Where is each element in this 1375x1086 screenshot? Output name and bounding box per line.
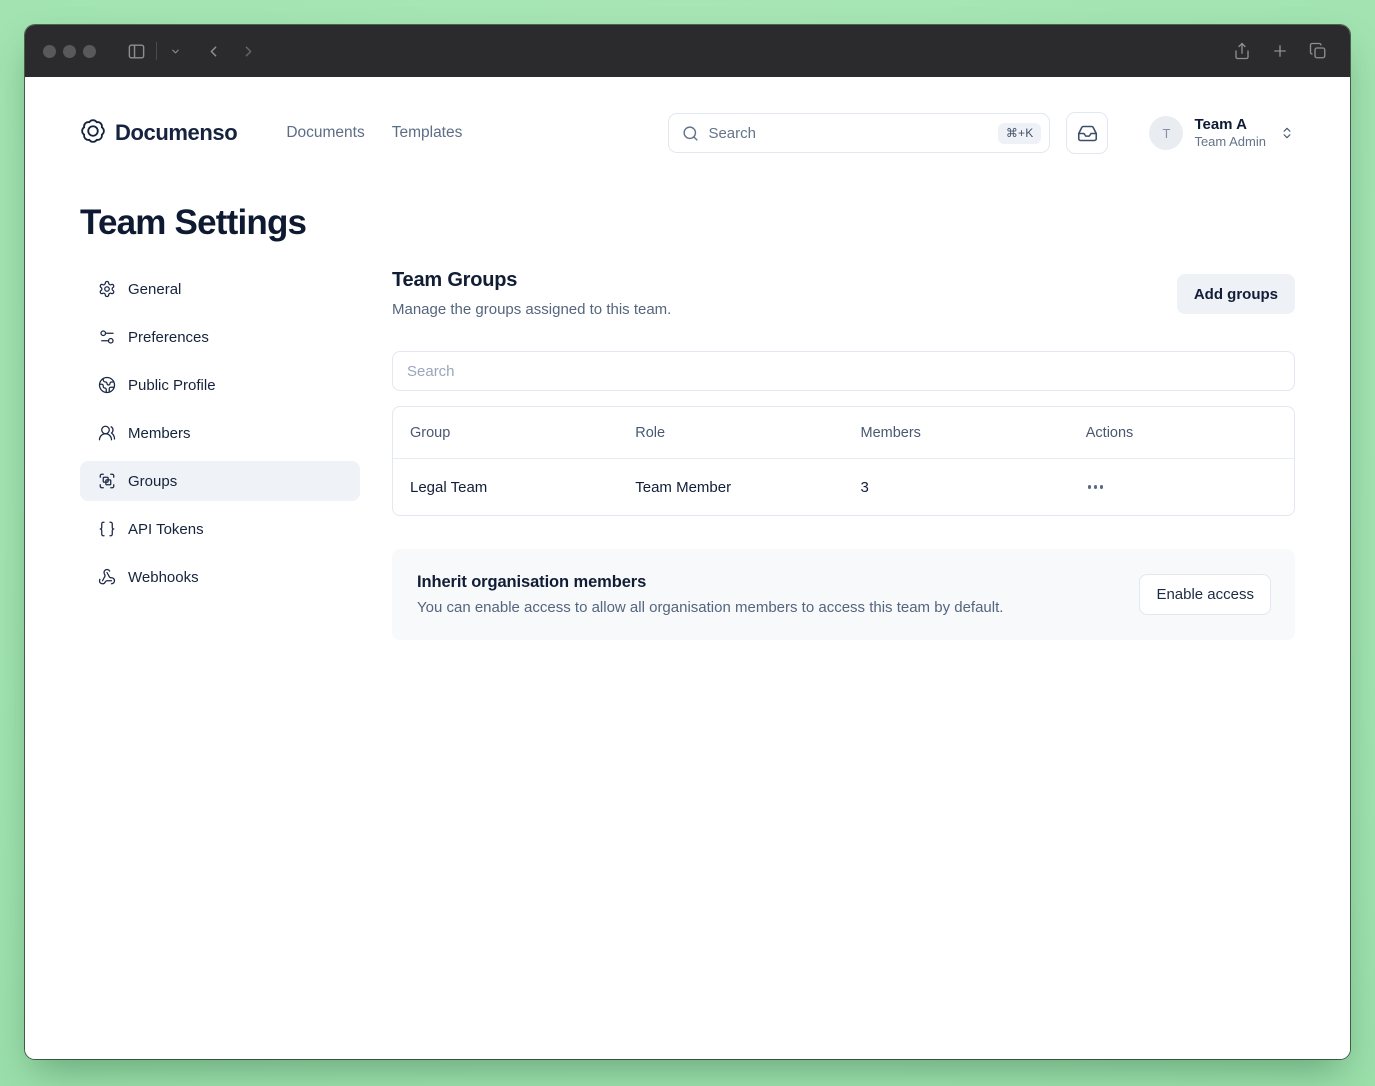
search-shortcut-badge: ⌘+K <box>997 122 1042 144</box>
sidebar-item-label: Preferences <box>128 328 209 346</box>
chevron-down-icon <box>170 46 181 57</box>
sidebar-item-preferences[interactable]: Preferences <box>80 317 360 357</box>
primary-nav: Documents Templates <box>286 124 462 142</box>
groups-filter-input[interactable] <box>392 351 1295 391</box>
team-groups-section: Team Groups Manage the groups assigned t… <box>392 269 1295 1059</box>
browser-window: Documenso Documents Templates ⌘+K T <box>25 25 1350 1059</box>
groups-table: Group Role Members Actions Legal Team Te… <box>392 406 1295 516</box>
nav-templates[interactable]: Templates <box>391 124 463 141</box>
inherit-card-description: You can enable access to allow all organ… <box>417 599 1004 616</box>
inbox-icon <box>1077 123 1098 144</box>
sidebar-item-members[interactable]: Members <box>80 413 360 453</box>
tabs-icon <box>1309 42 1327 60</box>
section-subtitle: Manage the groups assigned to this team. <box>392 301 672 318</box>
webhook-icon <box>98 568 116 586</box>
sidebar-menu-chevron[interactable] <box>161 37 189 65</box>
chevron-right-icon <box>240 43 257 60</box>
fullscreen-button[interactable] <box>83 44 96 58</box>
tab-overview-button[interactable] <box>1304 37 1332 65</box>
sidebar-item-label: Members <box>128 424 191 442</box>
column-header-role: Role <box>635 424 666 441</box>
sidebar-item-general[interactable]: General <box>80 269 360 309</box>
account-name: Team A <box>1194 116 1247 134</box>
account-meta: Team A Team Admin <box>1194 116 1266 149</box>
titlebar-divider <box>156 42 157 60</box>
settings-sidebar: General Preferences Public Profile <box>80 269 360 1059</box>
sidebar-item-webhooks[interactable]: Webhooks <box>80 557 360 597</box>
sidebar-item-label: Public Profile <box>128 376 216 394</box>
inbox-button[interactable] <box>1066 112 1109 154</box>
close-button[interactable] <box>43 44 56 58</box>
sidebar-item-label: API Tokens <box>128 520 204 538</box>
gear-icon <box>98 280 116 298</box>
add-groups-button[interactable]: Add groups <box>1176 274 1295 314</box>
sidebar-item-public-profile[interactable]: Public Profile <box>80 365 360 405</box>
forward-button[interactable] <box>234 37 262 65</box>
row-actions-button[interactable] <box>1086 481 1106 493</box>
inherit-members-card: Inherit organisation members You can ena… <box>392 549 1295 640</box>
section-title: Team Groups <box>392 269 518 291</box>
sidebar-item-api-tokens[interactable]: API Tokens <box>80 509 360 549</box>
brand-name: Documenso <box>115 120 238 145</box>
sidebar-item-groups[interactable]: Groups <box>80 461 360 501</box>
ellipsis-icon <box>1087 485 1092 489</box>
users-icon <box>98 424 116 442</box>
chevrons-up-down-icon <box>1280 126 1294 140</box>
account-menu[interactable]: T Team A Team Admin <box>1149 116 1294 150</box>
app-content: Documenso Documents Templates ⌘+K T <box>25 77 1350 1059</box>
sidebar-panel-icon <box>127 42 146 61</box>
brand[interactable]: Documenso <box>80 118 238 149</box>
cell-role: Team Member <box>635 478 732 496</box>
sidebar-item-label: General <box>128 280 182 298</box>
sidebar-item-label: Groups <box>128 472 178 490</box>
globe-icon <box>98 376 116 394</box>
global-search[interactable]: ⌘+K <box>668 113 1051 153</box>
share-button[interactable] <box>1228 37 1256 65</box>
braces-icon <box>98 520 116 538</box>
column-header-members: Members <box>860 424 921 441</box>
sidebar-toggle-button[interactable] <box>122 37 150 65</box>
chevron-left-icon <box>205 43 222 60</box>
column-header-actions: Actions <box>1085 424 1134 441</box>
browser-titlebar <box>25 25 1350 77</box>
search-icon <box>682 125 699 142</box>
plus-icon <box>1271 42 1289 60</box>
nav-documents[interactable]: Documents <box>286 124 365 141</box>
groups-icon <box>98 472 116 490</box>
window-controls <box>43 44 96 58</box>
settings-layout: General Preferences Public Profile <box>25 243 1350 1059</box>
sliders-icon <box>98 328 116 346</box>
cell-members-count: 3 <box>860 478 869 496</box>
avatar: T <box>1149 116 1184 150</box>
app-header: Documenso Documents Templates ⌘+K T <box>25 77 1350 154</box>
new-tab-button[interactable] <box>1266 37 1294 65</box>
share-icon <box>1233 42 1251 60</box>
table-header-row: Group Role Members Actions <box>393 407 1294 459</box>
enable-access-button[interactable]: Enable access <box>1139 574 1271 615</box>
column-header-group: Group <box>410 424 451 441</box>
documenso-logo-icon <box>80 118 106 149</box>
table-row: Legal Team Team Member 3 <box>393 459 1294 515</box>
sidebar-item-label: Webhooks <box>128 568 199 586</box>
section-header: Team Groups Manage the groups assigned t… <box>392 269 1295 318</box>
minimize-button[interactable] <box>63 44 76 58</box>
page-title: Team Settings <box>80 203 307 242</box>
global-search-input[interactable] <box>708 124 998 142</box>
inherit-card-title: Inherit organisation members <box>417 573 647 591</box>
account-role: Team Admin <box>1194 133 1266 149</box>
cell-group-name: Legal Team <box>410 478 488 496</box>
back-button[interactable] <box>199 37 227 65</box>
